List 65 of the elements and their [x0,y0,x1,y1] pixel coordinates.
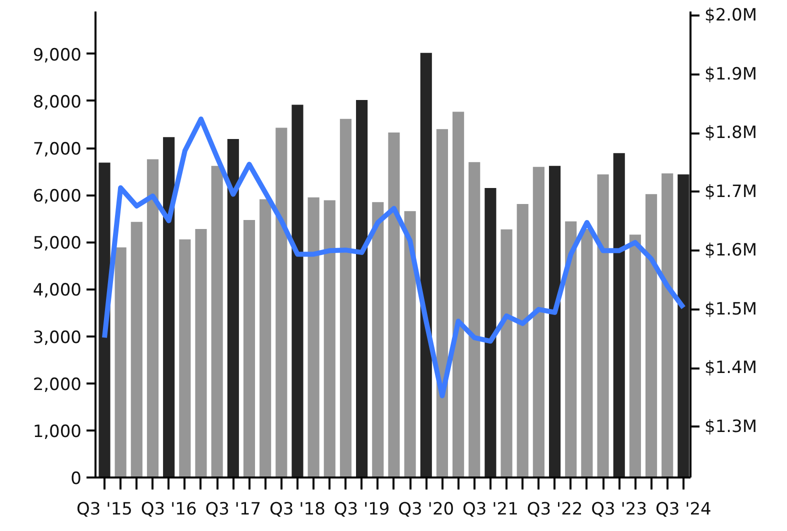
x-tick-label: Q3 '20 [398,500,454,520]
y2-tick-label: $1.6M [704,240,758,261]
y-tick-label: 8,000 [32,92,82,112]
bar [130,222,142,478]
x-tick-label: Q3 '22 [526,500,583,520]
bar [484,188,496,478]
y2-tick-label: $1.3M [704,416,758,437]
bar [516,204,528,478]
x-tick-label: Q3 '19 [334,500,390,520]
bar [468,162,480,478]
bar [308,197,320,478]
bar [581,228,593,478]
y-tick-label: 5,000 [32,234,82,254]
y-tick-label: 7,000 [32,140,82,160]
bar [532,166,544,478]
y2-tick-label: $1.4M [704,358,758,378]
bar [146,159,159,478]
bar [356,100,368,478]
x-tick-label: Q3 '15 [76,500,132,520]
bar [388,132,400,478]
y2-tick-label: $1.7M [704,182,758,202]
y-tick-label: 6,000 [32,186,82,207]
x-tick-label: Q3 '23 [591,500,648,520]
bar [662,173,674,478]
y2-tick-label: $1.9M [704,64,758,84]
y-tick-label: 2,000 [32,374,82,395]
bar [548,166,561,478]
bar [500,229,512,478]
y-tick-label: 1,000 [32,422,82,442]
bar [565,221,577,478]
y-tick-label: 3,000 [32,328,82,348]
bar [114,247,126,478]
bar [260,199,272,478]
y2-tick-label: $1.5M [704,299,758,320]
bar [98,162,110,478]
bar [452,112,464,478]
y-tick-label: 0 [70,469,82,489]
x-tick-label: Q3 '16 [140,500,197,520]
bar [324,200,336,478]
y2-tick-label: $2.0M [704,6,758,26]
bar [211,166,223,478]
bar [404,211,416,478]
bar [613,153,625,478]
bar [292,104,304,478]
x-tick-label: Q3 '24 [655,500,712,520]
bar [372,202,384,478]
y-tick-label: 4,000 [32,280,82,301]
bar [340,118,352,478]
bar [436,129,448,478]
y-tick-label: 9,000 [32,45,82,66]
bar [163,137,175,478]
y2-tick-label: $1.8M [704,123,758,144]
bar [420,52,432,478]
bar [678,174,690,478]
x-tick-label: Q3 '18 [270,500,326,520]
bar [179,239,191,478]
bar [195,228,207,478]
bar [645,194,658,478]
bar [276,128,288,478]
bar [629,234,641,478]
x-tick-label: Q3 '21 [462,500,518,520]
bar [597,174,609,478]
bar [243,220,256,478]
x-tick-label: Q3 '17 [205,500,262,520]
bar [227,139,239,478]
